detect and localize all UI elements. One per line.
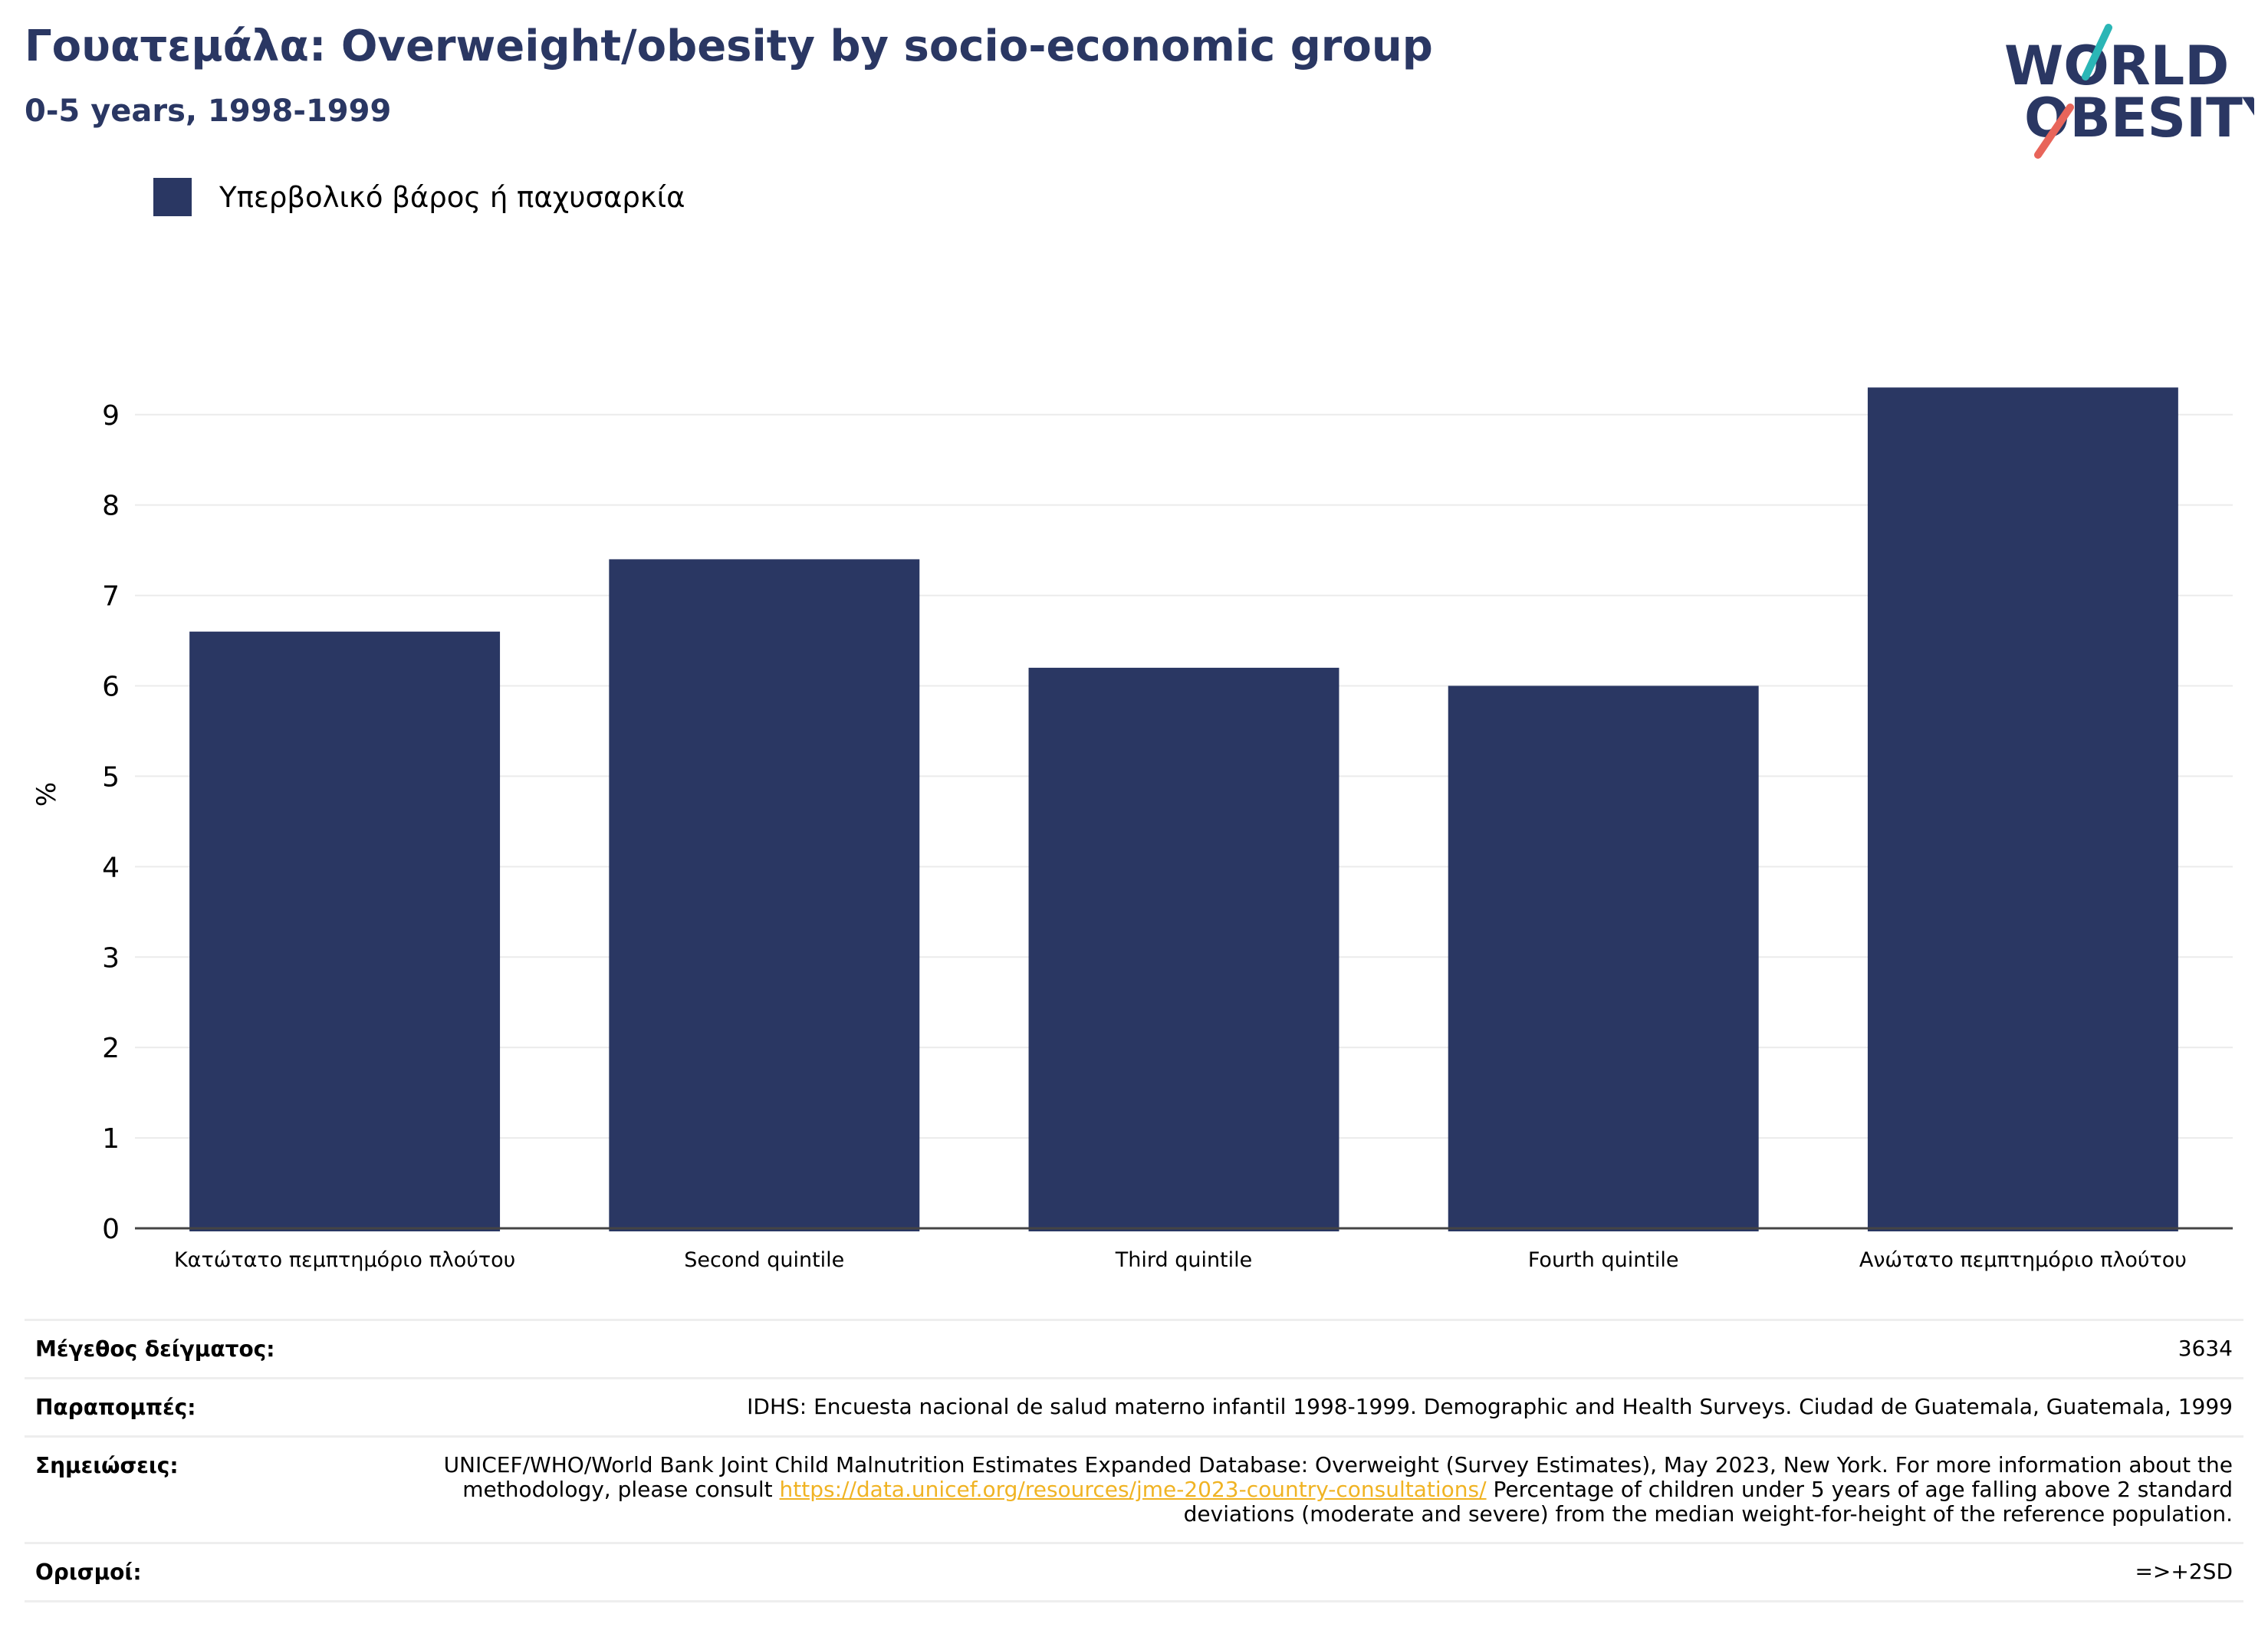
chart-legend[interactable]: Υπερβολικό βάρος ή παχυσαρκία xyxy=(153,178,685,216)
logo-word-world: WORLD xyxy=(2004,35,2229,97)
y-tick-label-2: 2 xyxy=(102,1033,120,1064)
x-tick-label-4: Ανώτατο πεμπτημόριο πλούτου xyxy=(1859,1248,2187,1272)
x-tick-label-1: Second quintile xyxy=(684,1248,844,1272)
info-value-references: IDHS: Encuesta nacional de salud materno… xyxy=(747,1394,2233,1419)
logo-slash-bottom xyxy=(2034,104,2074,159)
x-tick-label-3: Fourth quintile xyxy=(1528,1248,1679,1272)
bar-4 xyxy=(1867,387,2178,1231)
y-tick-label-5: 5 xyxy=(102,761,120,793)
y-tick-label-4: 4 xyxy=(102,852,120,883)
notes-text-before: UNICEF/WHO/World Bank Joint Child Malnut… xyxy=(443,1452,2233,1502)
chart-title: Γουατεμάλα: Overweight/obesity by socio-… xyxy=(25,21,1433,71)
bar-3 xyxy=(1448,685,1759,1231)
info-row-notes: Σημειώσεις: UNICEF/WHO/World Bank Joint … xyxy=(25,1436,2243,1543)
y-tick-label-3: 3 xyxy=(102,942,120,974)
bar-1 xyxy=(609,559,920,1231)
y-tick-label-6: 6 xyxy=(102,672,120,703)
y-tick-label-0: 0 xyxy=(102,1214,120,1245)
x-tick-label-2: Third quintile xyxy=(1115,1248,1253,1272)
y-axis-label: % xyxy=(31,782,62,807)
x-tick-label-0: Κατώτατο πεμπτημόριο πλούτου xyxy=(174,1248,515,1272)
y-tick-label-9: 9 xyxy=(102,400,120,432)
chart-subtitle: 0-5 years, 1998-1999 xyxy=(25,94,392,129)
info-table: Μέγεθος δείγματος: 3634 Παραπομπές: IDHS… xyxy=(25,1319,2243,1602)
info-value-sample: 3634 xyxy=(2178,1336,2233,1361)
info-row-references: Παραπομπές: IDHS: Encuesta nacional de s… xyxy=(25,1378,2243,1437)
logo-slash-top xyxy=(2082,24,2112,81)
legend-label: Υπερβολικό βάρος ή παχυσαρκία xyxy=(219,180,685,214)
info-value-definitions: =>+2SD xyxy=(2135,1559,2233,1584)
world-obesity-logo: WORLD OBESITY xyxy=(2004,24,2254,159)
info-row-definitions: Ορισμοί: =>+2SD xyxy=(25,1543,2243,1602)
y-tick-label-1: 1 xyxy=(102,1123,120,1155)
info-key-references: Παραπομπές: xyxy=(35,1395,196,1420)
info-key-definitions: Ορισμοί: xyxy=(35,1560,142,1585)
info-key-sample: Μέγεθος δείγματος: xyxy=(35,1336,275,1362)
y-tick-label-8: 8 xyxy=(102,491,120,522)
info-key-notes: Σημειώσεις: xyxy=(35,1453,179,1478)
notes-text-after: Percentage of children under 5 years of … xyxy=(1183,1477,2233,1527)
bar-2 xyxy=(1028,667,1339,1231)
bar-0 xyxy=(189,631,501,1231)
methodology-link[interactable]: https://data.unicef.org/resources/jme-20… xyxy=(779,1477,1487,1502)
legend-swatch xyxy=(153,178,192,216)
bar-chart: 0 1 2 3 4 5 6 7 8 9% Κατώτατο πεμπτημόριο πλούτου S… xyxy=(31,387,2233,1272)
info-row-sample: Μέγεθος δείγματος: 3634 xyxy=(25,1320,2243,1379)
info-value-notes: UNICEF/WHO/World Bank Joint Child Malnut… xyxy=(353,1437,2243,1543)
y-tick-label-7: 7 xyxy=(102,581,120,613)
